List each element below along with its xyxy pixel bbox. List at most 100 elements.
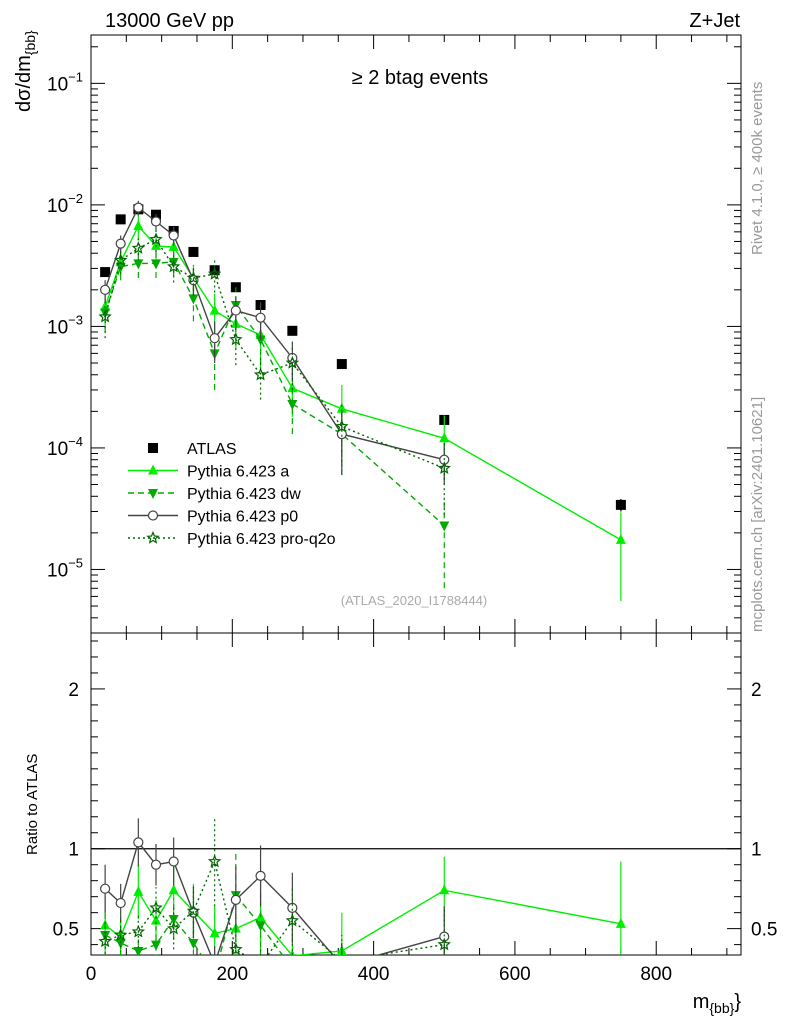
data-point <box>150 859 162 870</box>
main-y-axis-label: dσ/dm{bb} <box>13 30 38 112</box>
ratio-panel: Ratio to ATLAS 0.5 0.5 1 1 2 2 0 200 400 600 800 m… <box>24 632 777 1016</box>
ratio-y-tick-label: 0.5 <box>53 920 79 941</box>
legend: ATLAS Pythia 6.423 a Pythia 6.423 dw Pythia… <box>128 441 336 548</box>
legend-entry: Pythia 6.423 pro-q2o <box>128 530 336 548</box>
x-tick-label: 800 <box>640 964 672 985</box>
y-tick-label: 10−2 <box>47 191 83 217</box>
side-label-bottom: mcplots.cern.ch [arXiv:2401.10621] <box>749 397 766 632</box>
data-point <box>151 914 161 925</box>
data-point <box>168 241 179 252</box>
data-point <box>166 259 181 273</box>
data-point <box>115 214 126 225</box>
data-point <box>337 961 346 970</box>
data-point <box>615 533 626 544</box>
data-point <box>287 325 298 336</box>
series-pythia-6-423-pro-q2o <box>98 229 451 516</box>
y-tick-label: 10−3 <box>47 312 83 338</box>
ratio-y-tick-label: 2 <box>68 680 79 701</box>
data-point <box>133 947 144 955</box>
data-point <box>168 856 179 867</box>
data-point <box>209 265 220 276</box>
data-point <box>148 464 158 475</box>
data-point <box>209 333 220 344</box>
data-point <box>131 924 146 938</box>
x-tick-label: 0 <box>86 964 97 985</box>
data-point <box>255 335 266 346</box>
data-point <box>186 270 201 284</box>
data-point <box>168 884 179 895</box>
data-point <box>437 461 451 475</box>
data-point <box>337 961 347 971</box>
ratio-y-tick-label: 1 <box>751 840 762 861</box>
side-label-top: Rivet 4.1.0, ≥ 400k events <box>749 82 766 255</box>
data-point <box>207 854 222 868</box>
legend-entry: Pythia 6.423 dw <box>128 486 301 503</box>
data-point <box>207 266 222 280</box>
data-point <box>148 443 158 453</box>
data-point <box>439 884 450 895</box>
series-line <box>104 889 622 955</box>
data-point <box>188 939 199 950</box>
data-point <box>336 359 347 370</box>
ratio-y-tick-label: 2 <box>751 680 762 701</box>
data-point <box>168 257 179 268</box>
ratio-y-tick-label: 1 <box>68 840 79 861</box>
data-point <box>230 305 241 316</box>
data-point <box>148 489 158 499</box>
data-point <box>439 521 450 532</box>
data-point <box>255 921 266 932</box>
data-point <box>151 239 161 250</box>
data-point <box>166 921 181 935</box>
data-point <box>133 837 144 848</box>
legend-entry: Pythia 6.423 p0 <box>128 509 298 526</box>
data-point <box>209 304 220 315</box>
data-point <box>147 510 159 521</box>
data-point <box>186 903 201 917</box>
data-point <box>255 312 266 323</box>
data-point <box>255 960 265 970</box>
data-point <box>229 942 243 955</box>
data-point <box>115 897 126 909</box>
data-point <box>253 367 268 381</box>
x-tick-label: 400 <box>358 964 390 985</box>
data-point <box>133 259 144 270</box>
x-tick-label: 600 <box>499 964 531 985</box>
series-line <box>104 840 445 955</box>
data-point <box>437 937 451 951</box>
data-point <box>168 915 179 926</box>
data-point <box>100 883 111 894</box>
series-pythia-6-423-pro-q2o <box>98 816 451 970</box>
energy-label: 13000 GeV pp <box>105 10 234 32</box>
x-tick-label: 200 <box>216 964 248 985</box>
data-point <box>149 232 163 246</box>
data-point <box>615 499 626 510</box>
data-point <box>149 900 163 914</box>
svg-text:dσ/dm{bb}: dσ/dm{bb} <box>13 30 38 112</box>
data-point <box>335 419 349 433</box>
ratio-y-axis-label: Ratio to ATLAS <box>24 754 41 855</box>
series-line <box>104 224 622 541</box>
data-point <box>336 402 347 413</box>
data-point <box>113 927 128 941</box>
data-point <box>188 246 199 257</box>
data-point <box>209 927 220 938</box>
svg-text:m{bb}}: m{bb}} <box>693 991 742 1016</box>
ratio-y-tick-label: 0.5 <box>751 920 777 941</box>
y-tick-label: 10−4 <box>47 434 83 460</box>
data-point <box>133 220 144 231</box>
legend-label: Pythia 6.423 p0 <box>187 509 298 526</box>
data-point <box>287 382 298 393</box>
ratio-frame <box>90 632 742 956</box>
series-atlas <box>100 204 626 512</box>
data-point <box>151 940 161 951</box>
data-point <box>133 202 144 213</box>
y-tick-label: 10−5 <box>47 555 83 581</box>
data-point <box>100 300 111 311</box>
legend-label: Pythia 6.423 dw <box>187 486 301 503</box>
series-line <box>104 261 445 527</box>
series-pythia-6-423-p0 <box>100 818 450 970</box>
data-point <box>131 241 146 254</box>
data-point <box>113 253 128 267</box>
main-ticks: 10−5 10−4 10−3 10−2 10−1 <box>47 35 741 634</box>
